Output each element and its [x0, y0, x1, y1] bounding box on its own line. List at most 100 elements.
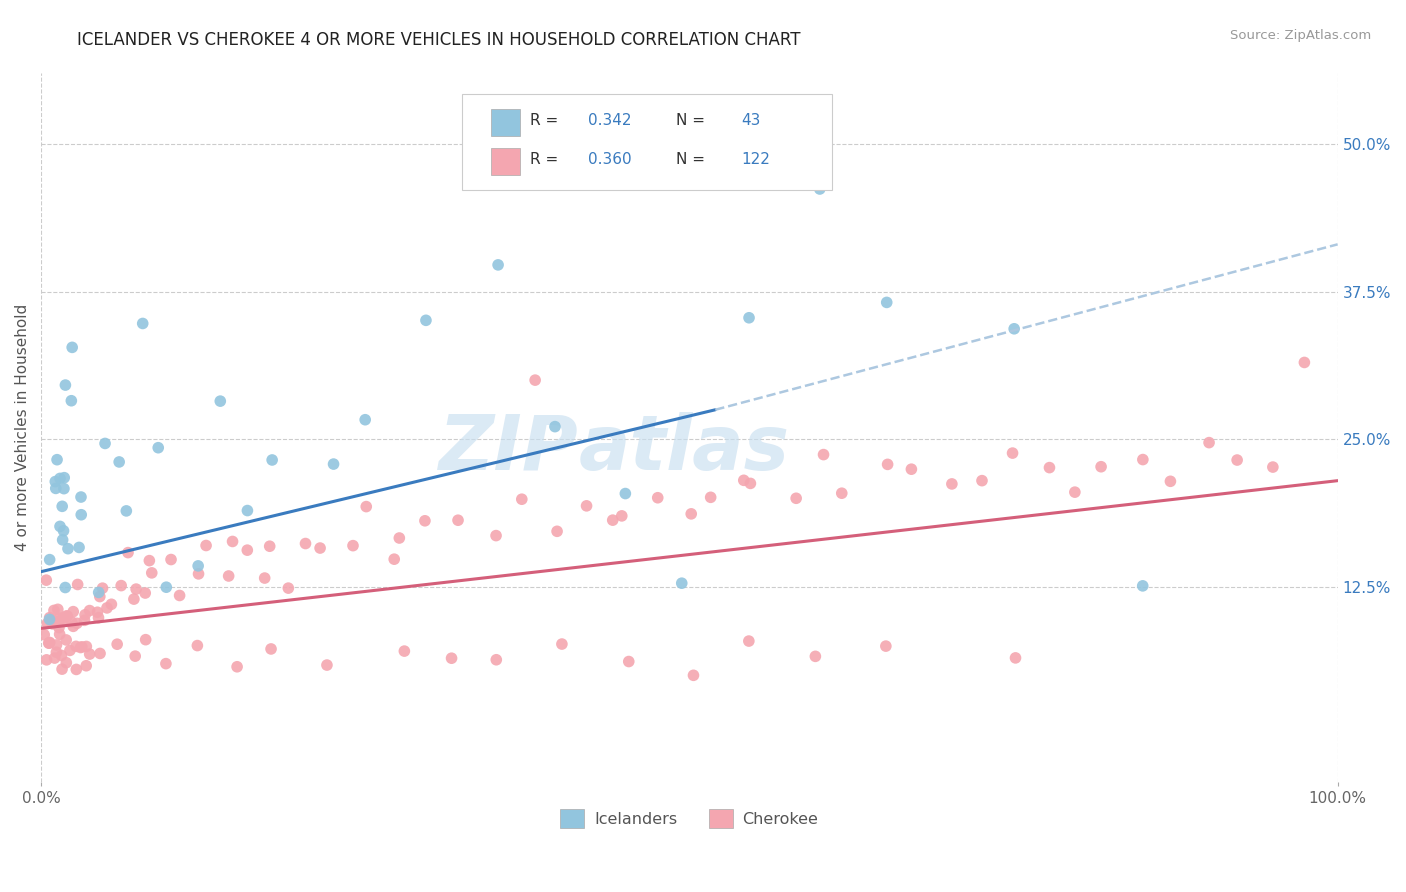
Point	[35, 653, 58, 667]
Point	[316, 658, 339, 673]
Point	[875, 639, 897, 653]
Text: ZIP: ZIP	[440, 412, 579, 486]
Point	[226, 659, 249, 673]
Point	[236, 503, 259, 517]
Point	[87, 585, 110, 599]
Point	[75, 640, 97, 654]
Point	[124, 649, 146, 664]
Point	[35, 573, 58, 587]
Point	[37, 616, 59, 631]
Point	[1294, 355, 1316, 369]
Point	[56, 609, 79, 624]
Point	[738, 634, 761, 648]
Point	[53, 471, 76, 485]
Point	[125, 582, 148, 596]
Point	[52, 611, 75, 625]
Point	[394, 644, 416, 658]
Point	[485, 653, 508, 667]
Point	[382, 552, 405, 566]
Point	[602, 513, 624, 527]
Point	[1198, 435, 1220, 450]
Point	[614, 486, 637, 500]
Legend: Icelanders, Cherokee: Icelanders, Cherokee	[554, 803, 825, 834]
Point	[610, 508, 633, 523]
Point	[46, 452, 69, 467]
Point	[87, 610, 110, 624]
Point	[45, 645, 67, 659]
Point	[575, 499, 598, 513]
Point	[91, 581, 114, 595]
Point	[831, 486, 853, 500]
Point	[342, 539, 364, 553]
Point	[108, 455, 131, 469]
Point	[209, 394, 232, 409]
Point	[115, 504, 138, 518]
Point	[52, 614, 75, 628]
Point	[67, 541, 90, 555]
Point	[218, 569, 240, 583]
Point	[221, 534, 243, 549]
Point	[48, 621, 70, 635]
Point	[70, 490, 93, 504]
Point	[62, 605, 84, 619]
Point	[277, 581, 299, 595]
Point	[32, 628, 55, 642]
Point	[486, 258, 509, 272]
Point	[62, 619, 84, 633]
Point	[56, 541, 79, 556]
Point	[354, 500, 377, 514]
Point	[60, 340, 83, 354]
Point	[134, 586, 156, 600]
Point	[94, 436, 117, 450]
Point	[59, 643, 82, 657]
Point	[38, 552, 60, 566]
Point	[55, 378, 77, 392]
Point	[876, 458, 898, 472]
Point	[60, 393, 83, 408]
Point	[49, 471, 72, 485]
Point	[1132, 579, 1154, 593]
Point	[122, 592, 145, 607]
Point	[900, 462, 922, 476]
Text: R =: R =	[530, 152, 558, 167]
FancyBboxPatch shape	[491, 148, 520, 175]
Point	[1063, 485, 1085, 500]
Point	[187, 558, 209, 573]
Point	[66, 616, 89, 631]
Point	[785, 491, 807, 506]
Point	[45, 615, 67, 629]
Point	[388, 531, 411, 545]
Point	[510, 492, 533, 507]
Point	[160, 552, 183, 566]
Text: Source: ZipAtlas.com: Source: ZipAtlas.com	[1230, 29, 1371, 42]
Point	[51, 500, 73, 514]
Point	[876, 295, 898, 310]
Point	[138, 553, 160, 567]
Point	[440, 651, 463, 665]
Point	[808, 182, 831, 196]
Point	[195, 539, 218, 553]
Point	[551, 637, 574, 651]
FancyBboxPatch shape	[491, 110, 520, 136]
Point	[309, 541, 332, 555]
Point	[169, 589, 191, 603]
Point	[117, 546, 139, 560]
Point	[79, 647, 101, 661]
Point	[65, 640, 87, 654]
Point	[544, 419, 567, 434]
Point	[682, 668, 704, 682]
Point	[60, 615, 83, 629]
Point	[51, 662, 73, 676]
Point	[55, 656, 77, 670]
Point	[73, 613, 96, 627]
Point	[135, 632, 157, 647]
Point	[55, 609, 77, 624]
Point	[105, 637, 128, 651]
Text: 0.360: 0.360	[588, 152, 631, 167]
Point	[262, 453, 284, 467]
Point	[44, 651, 66, 665]
Point	[941, 477, 963, 491]
Point	[733, 473, 755, 487]
Point	[75, 658, 97, 673]
Point	[52, 482, 75, 496]
